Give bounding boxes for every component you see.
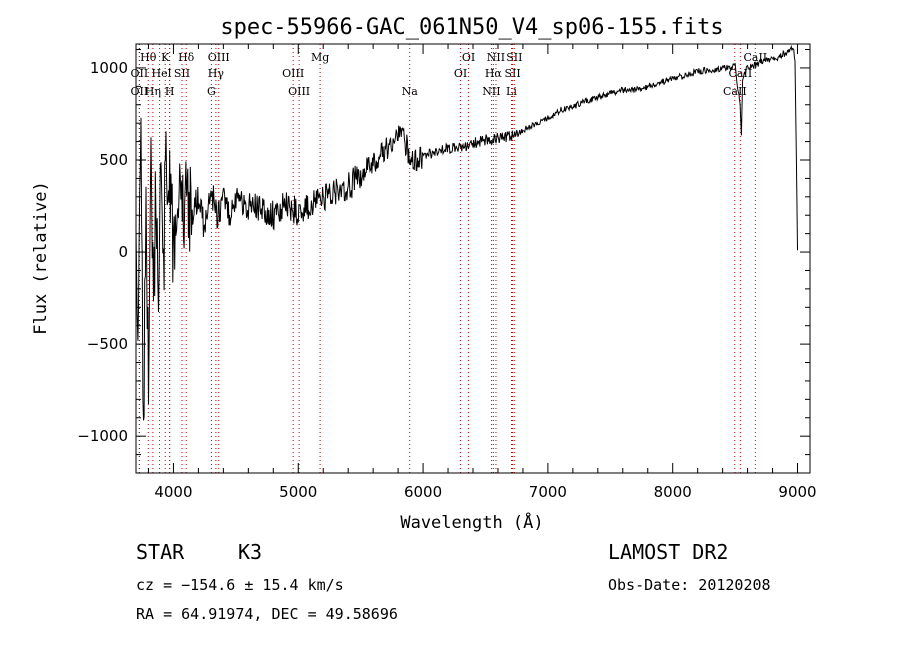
spectral-line-label: Mg	[311, 51, 329, 64]
y-tick-label: −1000	[77, 427, 128, 445]
spectral-line-label: SII	[504, 67, 520, 80]
spectral-line-label: SII	[506, 51, 522, 64]
x-tick-label: 5000	[279, 483, 317, 501]
spectral-line-label: OII	[131, 67, 149, 80]
spectral-line-label: OIII	[288, 85, 310, 98]
object-subclass: K3	[238, 540, 263, 564]
spectrum-series-line	[135, 44, 798, 421]
y-tick-label: 1000	[90, 59, 128, 77]
x-tick-label: 6000	[404, 483, 442, 501]
chart-title: spec-55966-GAC_061N50_V4_sp06-155.fits	[220, 15, 723, 40]
spectral-line-label: OIII	[282, 67, 304, 80]
y-axis-label: Flux (relative)	[31, 181, 51, 335]
ticks-layer: 4000 5000 6000 7000 8000 9000 −1000 −500 0 500 100…	[77, 44, 817, 501]
spectral-line-label: Hθ	[140, 51, 157, 64]
spectral-line-label: NII	[487, 51, 505, 64]
x-axis-label: Wavelength (Å)	[400, 511, 543, 533]
spectral-line-label: Hδ	[178, 51, 195, 64]
redshift-cz: cz = −154.6 ± 15.4 km/s	[136, 576, 344, 594]
y-tick-label: −500	[87, 335, 128, 353]
spectral-line-label: Hη	[145, 85, 161, 98]
spectral-line-label: Hγ	[208, 67, 225, 80]
object-class: STAR	[136, 540, 185, 564]
x-tick-label: 7000	[529, 483, 567, 501]
spectral-line-label: SII	[174, 67, 190, 80]
spectral-line-label: OI	[462, 51, 475, 64]
spectral-line-label: G	[207, 85, 216, 98]
y-tick-label: 500	[99, 151, 128, 169]
plot-frame	[135, 43, 811, 474]
spectral-line-label: OII	[131, 85, 149, 98]
observation-date: Obs-Date: 20120208	[608, 576, 771, 594]
spectral-line-label: He	[152, 67, 168, 80]
series-layer	[135, 44, 798, 421]
x-tick-label: 8000	[654, 483, 692, 501]
spectral-line-label: OI	[454, 67, 467, 80]
spectral-line-label: NII	[482, 85, 500, 98]
spectral-line-label: H	[165, 85, 175, 98]
spectral-line-label: Li	[506, 85, 517, 98]
spectral-line-label: OIII	[208, 51, 230, 64]
spectral-line-label: Na	[402, 85, 419, 98]
x-tick-label: 9000	[778, 483, 816, 501]
spectral-line-label: K	[161, 51, 170, 64]
coordinates: RA = 64.91974, DEC = 49.58696	[136, 605, 398, 623]
spectral-line-label: CaII	[723, 85, 747, 98]
spectral-line-label: I	[167, 67, 171, 80]
survey-name: LAMOST DR2	[608, 540, 729, 564]
spectral-line-label: Hα	[485, 67, 503, 80]
y-tick-label: 0	[118, 243, 128, 261]
x-tick-label: 4000	[154, 483, 192, 501]
